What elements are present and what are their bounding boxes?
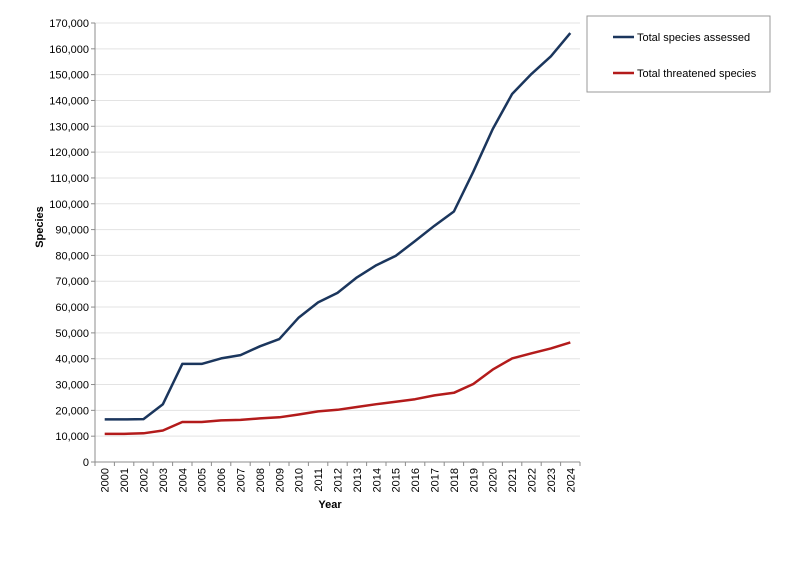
x-axis-title: Year: [318, 499, 342, 511]
y-tick-label: 30,000: [55, 380, 89, 392]
y-tick-label: 140,000: [49, 95, 89, 107]
y-tick-label: 130,000: [49, 121, 89, 133]
y-tick-label: 170,000: [49, 18, 89, 30]
x-tick-label: 2000: [100, 468, 112, 492]
x-tick-label: 2014: [371, 468, 383, 492]
series-line-threatened: [104, 341, 571, 436]
y-axis-title: Species: [34, 206, 46, 248]
y-tick-label: 20,000: [55, 405, 89, 417]
x-tick-label: 2019: [468, 468, 480, 492]
x-tick-label: 2022: [527, 468, 539, 492]
y-tick-label: 0: [83, 457, 89, 469]
y-tick-label: 40,000: [55, 354, 89, 366]
legend-label-assessed: Total species assessed: [637, 32, 750, 44]
y-tick-label: 90,000: [55, 225, 89, 237]
x-tick-label: 2017: [430, 468, 442, 492]
x-tick-label: 2004: [177, 468, 189, 492]
axes: [91, 22, 581, 466]
legend-label-threatened: Total threatened species: [637, 68, 757, 80]
x-tick-label: 2016: [410, 468, 422, 492]
gridlines: [95, 22, 580, 437]
y-tick-label: 120,000: [49, 147, 89, 159]
y-tick-label: 60,000: [55, 302, 89, 314]
x-tick-label: 2003: [158, 468, 170, 492]
x-tick-label: 2015: [391, 468, 403, 492]
x-tick-label: 2013: [352, 468, 364, 492]
legend-box: [586, 15, 771, 93]
y-tick-labels: 0 10,000 20,000 30,000 40,000 50,000 60,000 70,…: [49, 18, 89, 469]
y-tick-label: 100,000: [49, 199, 89, 211]
x-tick-label: 2020: [488, 468, 500, 492]
x-tick-label: 2001: [119, 468, 131, 492]
y-tick-label: 110,000: [50, 173, 89, 185]
y-tick-label: 80,000: [55, 250, 89, 262]
x-tick-label: 2011: [313, 468, 325, 492]
y-tick-label: 50,000: [55, 328, 89, 340]
x-tick-label: 2018: [449, 468, 461, 492]
x-tick-label: 2008: [255, 468, 267, 492]
x-tick-label: 2010: [294, 468, 306, 492]
series-line-assessed: [104, 32, 572, 421]
x-tick-label: 2009: [274, 468, 286, 492]
y-tick-label: 70,000: [55, 276, 89, 288]
x-tick-label: 2024: [565, 468, 577, 492]
legend: Total species assessed Total threatened …: [586, 15, 771, 93]
y-tick-label: 160,000: [49, 44, 89, 56]
x-tick-label: 2005: [197, 468, 209, 492]
x-tick-label: 2023: [546, 468, 558, 492]
x-tick-label: 2002: [139, 468, 151, 492]
x-tick-label: 2021: [507, 468, 519, 492]
series-lines: [104, 32, 572, 436]
x-tick-label: 2007: [236, 468, 248, 492]
x-tick-label: 2012: [333, 468, 345, 492]
y-tick-label: 150,000: [49, 70, 89, 82]
y-tick-label: 10,000: [55, 431, 89, 443]
x-tick-label: 2006: [216, 468, 228, 492]
x-tick-labels: 2000 2001 2002 2003 2004 2005 2006 2007 2008 2009…: [100, 468, 578, 492]
